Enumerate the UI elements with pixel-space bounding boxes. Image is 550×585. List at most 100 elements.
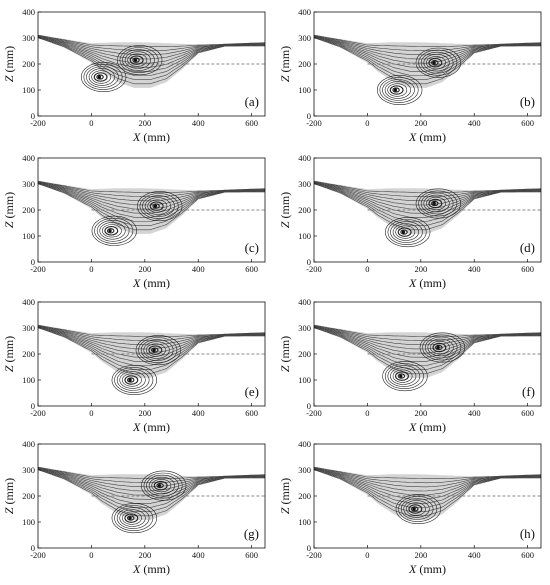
vortex-ring xyxy=(152,203,160,209)
vortex-core xyxy=(419,332,466,363)
x-tick-label: 600 xyxy=(245,264,258,274)
x-tick-label: -200 xyxy=(30,118,46,128)
flow-region xyxy=(314,466,541,520)
x-tick-label: -200 xyxy=(30,264,46,274)
x-axis-label: X (mm) xyxy=(408,562,446,576)
y-tick-label: 400 xyxy=(298,439,311,449)
vortex-core xyxy=(111,364,158,395)
y-axis-label: Z (mm) xyxy=(2,478,16,514)
vortex-center xyxy=(399,374,403,378)
vortex-ring xyxy=(387,219,427,246)
vortex-ring xyxy=(384,81,411,99)
vortex-center xyxy=(436,345,440,350)
y-tick-label: 0 xyxy=(31,401,35,411)
x-tick-label: -200 xyxy=(306,118,322,128)
y-tick-label: 300 xyxy=(22,323,35,333)
vortex-ring xyxy=(124,375,139,385)
vortex-ring xyxy=(431,60,439,66)
vortex-center xyxy=(108,229,112,233)
y-tick-label: 100 xyxy=(298,231,311,241)
y-tick-label: 400 xyxy=(298,7,311,17)
vortex-ring xyxy=(116,45,163,76)
panel-label: (h) xyxy=(520,526,535,541)
x-tick-label: 400 xyxy=(468,118,481,128)
vortex-ring xyxy=(122,511,142,525)
vortex-core xyxy=(137,191,183,222)
vortex-ring xyxy=(415,188,462,219)
vortex-center xyxy=(133,58,138,62)
y-tick-label: 0 xyxy=(31,257,35,267)
vortex-ring xyxy=(142,195,175,217)
x-tick-label: 0 xyxy=(365,118,369,128)
x-axis-label: X (mm) xyxy=(408,130,446,144)
vortex-ring xyxy=(392,87,400,93)
vortex-ring xyxy=(419,332,466,363)
streamline xyxy=(38,466,265,479)
flow-region xyxy=(314,180,541,234)
vortex-ring xyxy=(135,335,182,366)
vortex-ring xyxy=(390,221,423,243)
streamline xyxy=(314,34,541,47)
vortex-core xyxy=(415,47,462,78)
y-tick-label: 400 xyxy=(22,297,35,307)
vortex-ring xyxy=(420,51,454,74)
vortex-ring xyxy=(423,194,450,213)
x-tick-label: 200 xyxy=(138,550,151,560)
vortex-ring xyxy=(408,504,423,514)
y-tick-label: 400 xyxy=(22,7,35,17)
y-tick-label: 300 xyxy=(298,33,311,43)
vortex-ring xyxy=(430,340,450,355)
x-axis-label: X (mm) xyxy=(408,276,446,290)
x-axis-label: X (mm) xyxy=(132,276,170,290)
x-tick-label: 600 xyxy=(245,550,258,560)
y-tick-label: 300 xyxy=(298,179,311,189)
plot-area xyxy=(314,180,541,248)
vortex-ring xyxy=(119,371,146,389)
x-tick-label: -200 xyxy=(306,408,322,418)
flow-region xyxy=(314,324,541,378)
streamline xyxy=(38,180,265,193)
vortex-ring xyxy=(137,191,183,222)
vortex-ring xyxy=(86,66,119,88)
vortex-core xyxy=(415,188,462,219)
vortex-center xyxy=(432,61,436,65)
vortex-ring xyxy=(119,47,159,74)
flow-region xyxy=(314,34,541,88)
vortex-ring xyxy=(138,337,178,364)
x-tick-label: 200 xyxy=(138,408,151,418)
x-tick-label: 600 xyxy=(245,408,258,418)
vortex-center xyxy=(152,348,156,352)
vortex-ring xyxy=(418,49,458,76)
vortex-ring xyxy=(106,228,115,234)
vortex-center xyxy=(97,75,102,79)
x-tick-label: 0 xyxy=(365,264,369,274)
vortex-ring xyxy=(140,339,174,361)
y-axis-label: Z (mm) xyxy=(2,336,16,372)
vortex-center xyxy=(128,378,132,382)
x-tick-label: 0 xyxy=(89,550,93,560)
vortex-ring xyxy=(116,369,150,391)
x-tick-label: 0 xyxy=(89,118,93,128)
vortex-ring xyxy=(111,503,158,534)
vortex-core xyxy=(395,493,442,524)
x-tick-label: 200 xyxy=(414,550,427,560)
vortex-ring xyxy=(400,229,408,235)
vortex-ring xyxy=(415,47,462,78)
vortex-ring xyxy=(153,480,168,491)
y-tick-label: 0 xyxy=(307,111,311,121)
panel-label: (b) xyxy=(520,94,535,109)
y-tick-label: 100 xyxy=(22,375,35,385)
vortex-ring xyxy=(395,493,442,524)
vortex-ring xyxy=(398,496,438,522)
y-tick-label: 100 xyxy=(22,231,35,241)
panel-label: (a) xyxy=(245,94,259,109)
vortex-ring xyxy=(156,482,164,489)
y-tick-label: 300 xyxy=(298,323,311,333)
vortex-ring xyxy=(141,470,187,501)
vortex-ring xyxy=(392,223,419,241)
vortex-ring xyxy=(122,49,155,71)
